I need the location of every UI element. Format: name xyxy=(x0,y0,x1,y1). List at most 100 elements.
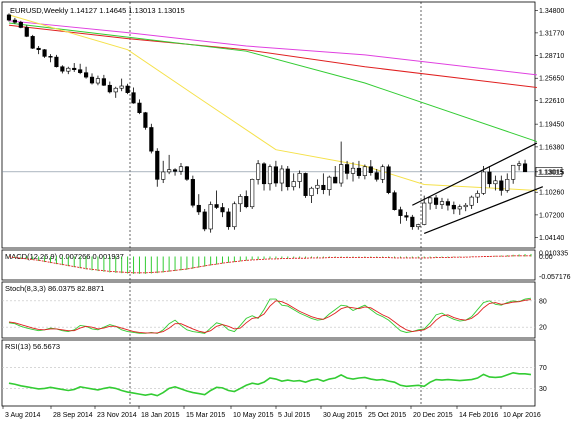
candle-body xyxy=(291,181,296,188)
level-label: 80 xyxy=(539,298,547,305)
time-tick-label: 23 Nov 2014 xyxy=(97,412,137,419)
candle-body xyxy=(36,47,41,51)
channel-lines xyxy=(412,142,544,234)
candle-body xyxy=(72,67,77,71)
candle-body xyxy=(161,171,166,180)
candle-body xyxy=(172,169,178,172)
candle-body xyxy=(380,166,385,180)
candle-body xyxy=(149,127,154,152)
macd-tick-label: 0.00 xyxy=(539,254,553,261)
candle-body xyxy=(410,216,415,228)
macd-label: MACD(12,26,9) 0.007266 0.001937 xyxy=(5,252,124,261)
candle-body xyxy=(24,27,29,37)
candle-body xyxy=(416,224,421,228)
rsi-series-line xyxy=(8,371,532,397)
price-tick-label: 1.04140 xyxy=(539,235,564,242)
candle-body xyxy=(499,180,504,191)
candle-body xyxy=(273,166,278,184)
price-tick-label: 1.10260 xyxy=(539,190,564,197)
level-label: 70 xyxy=(539,365,547,372)
candle-body xyxy=(101,78,106,86)
time-tick-label: 25 Oct 2015 xyxy=(368,412,406,419)
macd-tick-label: -0.057176 xyxy=(539,274,571,281)
candle-body xyxy=(143,112,148,128)
candle-body xyxy=(487,171,492,185)
candle-body xyxy=(511,164,516,180)
candle-body xyxy=(131,92,136,104)
candle-body xyxy=(84,72,89,78)
candle-body xyxy=(107,84,112,93)
candle-body xyxy=(445,201,450,206)
candle-body xyxy=(190,179,195,206)
price-tick-label: 1.28710 xyxy=(539,53,564,60)
candle-body xyxy=(398,209,403,216)
candle-body xyxy=(48,56,53,58)
candle-body xyxy=(463,204,468,208)
time-tick-label: 5 Jul 2015 xyxy=(278,412,310,419)
candle-body xyxy=(469,196,474,206)
stoch-series-line xyxy=(8,297,532,334)
moving-average-line xyxy=(8,24,537,88)
candle-body xyxy=(6,14,12,21)
rsi-pane: 70 30 xyxy=(2,365,547,397)
price-tick-label: 1.19450 xyxy=(539,122,564,129)
candle-body xyxy=(226,211,231,228)
candle-body xyxy=(505,179,510,191)
ohlc-label: 1.14127 1.14645 1.13013 1.13015 xyxy=(70,6,185,15)
candle-body xyxy=(309,187,314,196)
moving-averages xyxy=(8,14,538,191)
macd-tick-label: 0.010335 xyxy=(539,250,568,257)
candles xyxy=(6,13,528,233)
candle-body xyxy=(119,85,124,89)
time-tick-label: 14 Feb 2016 xyxy=(459,412,498,419)
candle-body xyxy=(137,102,142,113)
candle-body xyxy=(344,164,350,174)
candle-body xyxy=(256,163,261,180)
candle-body xyxy=(250,179,255,208)
time-axis: 3 Aug 2014 28 Sep 2014 23 Nov 2014 18 Jan 2… xyxy=(2,406,541,419)
candle-body xyxy=(89,76,95,84)
candle-body xyxy=(297,173,302,182)
candle-body xyxy=(95,78,101,84)
symbol-label: EURUSD,Weekly xyxy=(10,6,68,15)
candle-body xyxy=(232,203,237,228)
rsi-pane-frame xyxy=(1,339,536,407)
candle-body xyxy=(78,69,83,73)
candle-body xyxy=(238,196,243,205)
price-tick-label: 1.22610 xyxy=(539,98,564,105)
candle-body xyxy=(493,180,498,185)
price-axis: 1.34800 1.31770 1.28710 1.25650 1.22610 1.194… xyxy=(535,8,564,242)
price-tick-label: 1.16380 xyxy=(539,144,564,151)
time-tick-label: 20 Dec 2015 xyxy=(413,412,453,419)
candle-body xyxy=(125,85,130,93)
candle-body xyxy=(244,196,249,208)
candle-body xyxy=(12,19,17,23)
candle-body xyxy=(327,176,332,191)
candle-body xyxy=(321,184,326,191)
moving-average-line xyxy=(8,20,537,76)
candle-body xyxy=(368,166,373,173)
candle-body xyxy=(475,193,480,198)
current-price-label: 1.13015 xyxy=(538,169,563,176)
candle-body xyxy=(517,163,522,166)
channel-line xyxy=(423,186,544,234)
stoch-pane-frame xyxy=(1,281,536,339)
level-label: 30 xyxy=(539,386,547,393)
channel-line xyxy=(412,142,538,206)
candle-body xyxy=(339,164,344,184)
candle-body xyxy=(18,21,23,28)
candle-body xyxy=(184,166,190,180)
price-pane-frame xyxy=(1,1,536,249)
candle-body xyxy=(208,204,213,230)
candle-body xyxy=(362,166,367,176)
candle-body xyxy=(220,207,225,213)
candle-body xyxy=(439,201,445,205)
candle-body xyxy=(422,202,427,225)
candle-body xyxy=(155,150,160,180)
stoch-pane: 80 20 xyxy=(2,297,547,334)
candle-body xyxy=(481,171,486,194)
stoch-series-line xyxy=(8,299,532,334)
candle-body xyxy=(66,67,71,72)
